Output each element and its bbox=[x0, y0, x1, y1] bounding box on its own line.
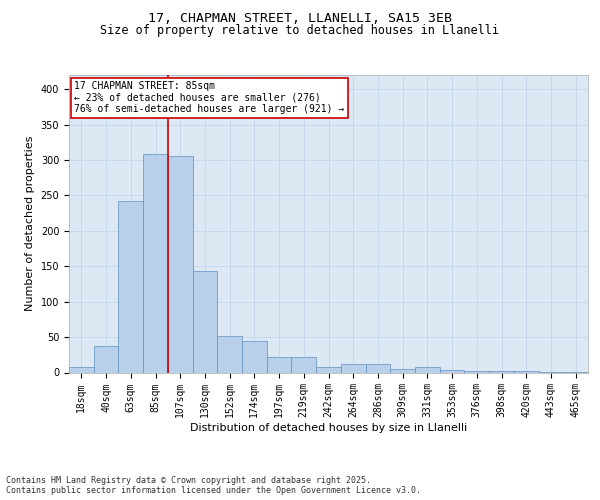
Bar bbox=[94, 346, 118, 372]
Text: 17, CHAPMAN STREET, LLANELLI, SA15 3EB: 17, CHAPMAN STREET, LLANELLI, SA15 3EB bbox=[148, 12, 452, 26]
Bar bbox=[316, 367, 341, 372]
Text: Contains HM Land Registry data © Crown copyright and database right 2025.
Contai: Contains HM Land Registry data © Crown c… bbox=[6, 476, 421, 496]
Bar bbox=[292, 357, 316, 372]
Bar bbox=[242, 340, 267, 372]
Bar bbox=[390, 369, 415, 372]
Bar bbox=[489, 371, 514, 372]
Bar bbox=[514, 371, 539, 372]
Bar bbox=[365, 364, 390, 372]
Bar bbox=[193, 271, 217, 372]
Bar bbox=[168, 156, 193, 372]
Bar bbox=[143, 154, 168, 372]
Bar bbox=[267, 357, 292, 372]
Text: 17 CHAPMAN STREET: 85sqm
← 23% of detached houses are smaller (276)
76% of semi-: 17 CHAPMAN STREET: 85sqm ← 23% of detach… bbox=[74, 81, 344, 114]
Bar bbox=[217, 336, 242, 372]
X-axis label: Distribution of detached houses by size in Llanelli: Distribution of detached houses by size … bbox=[190, 423, 467, 433]
Text: Size of property relative to detached houses in Llanelli: Size of property relative to detached ho… bbox=[101, 24, 499, 37]
Bar bbox=[464, 371, 489, 372]
Bar bbox=[69, 367, 94, 372]
Bar bbox=[118, 201, 143, 372]
Bar bbox=[440, 370, 464, 372]
Bar bbox=[341, 364, 365, 372]
Bar bbox=[415, 367, 440, 372]
Y-axis label: Number of detached properties: Number of detached properties bbox=[25, 136, 35, 312]
